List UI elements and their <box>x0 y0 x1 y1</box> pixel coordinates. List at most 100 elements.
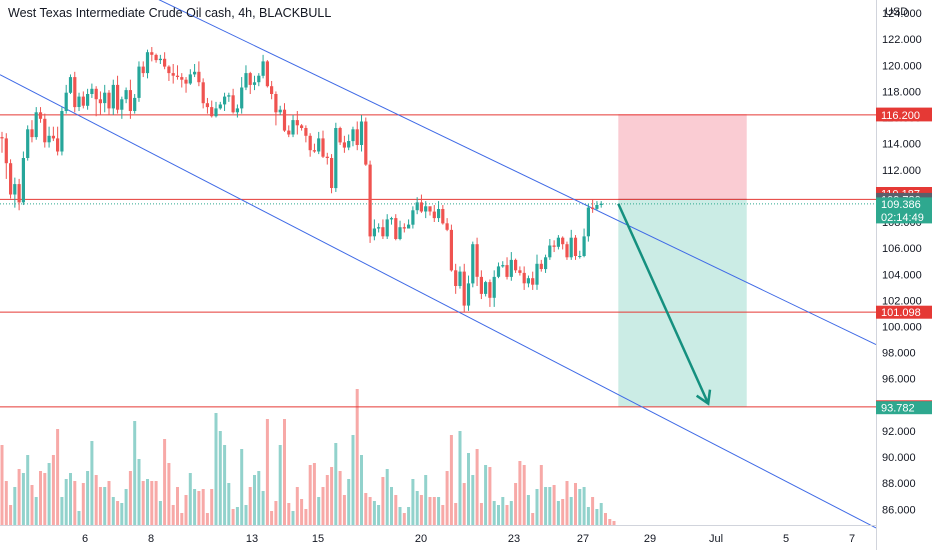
volume-bar <box>257 471 261 525</box>
candle-body <box>128 90 132 111</box>
volume-bar <box>441 505 445 525</box>
volume-bar <box>518 461 522 525</box>
candle-body <box>291 120 295 135</box>
candle <box>466 275 471 311</box>
candle-body <box>257 75 261 83</box>
candle <box>223 92 227 112</box>
candle <box>591 199 595 213</box>
volume-bar <box>497 505 500 525</box>
candle-body <box>120 99 124 110</box>
candle <box>556 235 560 250</box>
x-tick-label: 8 <box>148 533 154 545</box>
candle <box>458 266 462 289</box>
candle <box>505 257 509 280</box>
candle <box>128 79 132 119</box>
candle-body <box>338 128 342 143</box>
candle-body <box>124 90 128 100</box>
candle-body <box>514 259 518 271</box>
volume-bar <box>270 511 274 525</box>
candle <box>531 271 535 290</box>
volume-bar <box>47 463 51 525</box>
x-tick-label: 13 <box>246 533 258 545</box>
x-tick-label: 29 <box>644 533 656 545</box>
volume-bar <box>321 487 325 525</box>
candle-body <box>86 94 90 106</box>
candle-body <box>64 92 68 111</box>
candle <box>197 61 201 87</box>
candle <box>539 259 543 272</box>
candle <box>304 125 308 143</box>
time-axis[interactable]: 6 8 13 15 20 23 27 29 Jul 5 7 <box>0 525 876 546</box>
y-tick-label: 124.000 <box>882 8 922 20</box>
candle-body <box>235 108 239 113</box>
candle-body <box>103 92 107 104</box>
candle-body <box>312 150 316 152</box>
candle <box>244 65 248 91</box>
volume-bar <box>544 487 548 525</box>
y-tick-label: 88.000 <box>882 478 916 490</box>
candle <box>210 100 214 118</box>
candle-body <box>300 125 304 128</box>
x-tick-label: 5 <box>783 533 789 545</box>
volume-bar <box>184 495 188 525</box>
volume-bar <box>385 469 389 525</box>
y-tick-label: 92.000 <box>882 426 916 438</box>
candle-body <box>389 218 394 220</box>
candle-body <box>171 73 175 76</box>
candle-body <box>526 278 530 284</box>
candle <box>321 130 325 159</box>
volume-bar <box>419 495 423 525</box>
price-axis[interactable]: USD86.00088.00090.00092.00094.00096.0009… <box>876 0 932 550</box>
price-axis-background <box>876 0 932 550</box>
candle <box>347 134 351 151</box>
candle <box>98 91 102 115</box>
volume-bar <box>176 487 179 525</box>
x-tick-label: 6 <box>82 533 88 545</box>
volume-bar <box>300 499 304 525</box>
candle-body <box>479 276 483 294</box>
candle <box>180 73 184 88</box>
candle <box>548 238 552 260</box>
volume-bar <box>137 459 141 525</box>
candle-body <box>544 257 548 270</box>
volume-bar <box>150 481 154 525</box>
candle <box>471 241 475 288</box>
candle <box>86 88 90 110</box>
volume-bar <box>355 389 359 525</box>
candle <box>492 270 496 307</box>
candle <box>235 104 239 118</box>
candle <box>38 107 43 123</box>
volume-bar <box>253 475 256 525</box>
candle-body <box>548 245 552 258</box>
candle <box>411 206 415 229</box>
candle <box>359 114 364 152</box>
candle-body <box>368 164 372 237</box>
candle-body <box>342 142 346 148</box>
candle <box>175 65 180 80</box>
countdown-text: 02:14:49 <box>881 212 924 224</box>
candle <box>565 241 569 260</box>
candle-body <box>13 184 17 195</box>
candle-body <box>47 135 51 143</box>
candle <box>158 54 162 64</box>
candle <box>205 97 209 114</box>
candle <box>107 90 111 115</box>
candle <box>300 124 304 131</box>
candle-body <box>227 95 231 97</box>
candle <box>154 53 158 63</box>
volume-bar <box>283 419 286 525</box>
volume-bar <box>411 479 415 525</box>
candle-body <box>26 129 30 158</box>
volume-bar <box>94 475 98 525</box>
candle <box>17 178 21 211</box>
volume-bar <box>467 453 470 525</box>
volume-bar <box>64 479 68 525</box>
volume-bar <box>514 483 518 525</box>
candle-body <box>351 129 355 142</box>
candle <box>372 219 376 241</box>
candle-body <box>150 52 154 55</box>
candle-body <box>141 66 145 74</box>
volume-bar <box>360 455 363 525</box>
volume-bar <box>56 429 60 525</box>
